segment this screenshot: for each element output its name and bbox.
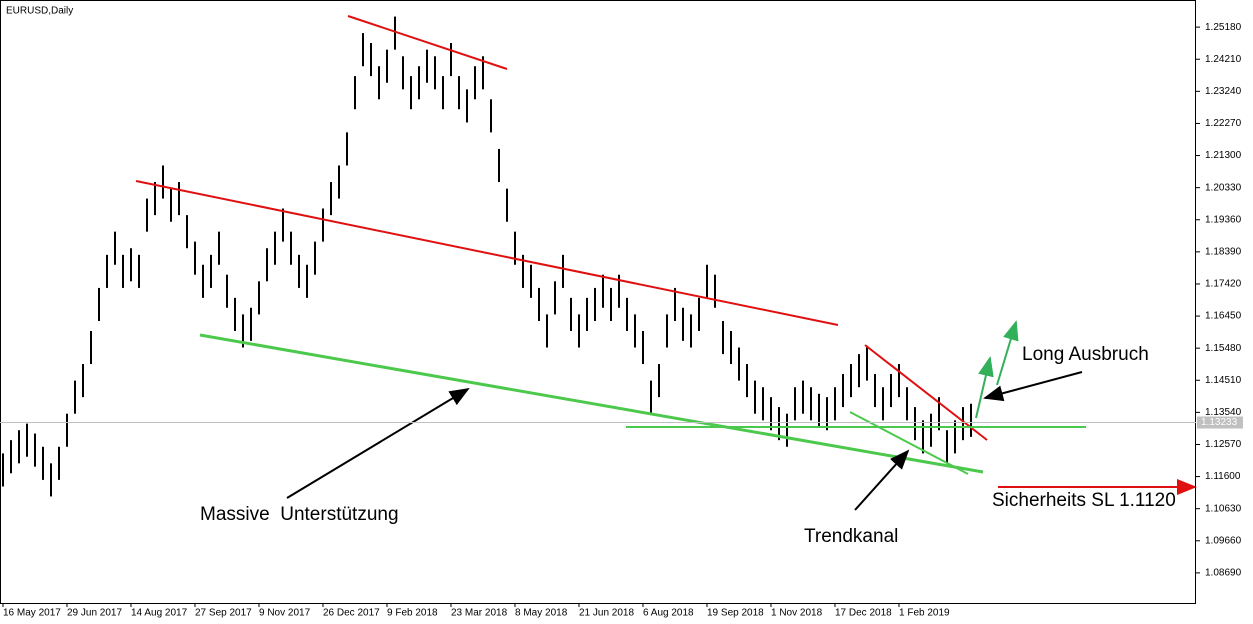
y-tick-label: 1.18390 [1205, 246, 1242, 257]
y-tick-label: 1.08690 [1205, 568, 1242, 579]
y-tick-label: 1.20330 [1205, 182, 1242, 193]
y-tick-label: 1.21300 [1205, 150, 1242, 161]
x-tick-label: 9 Feb 2018 [387, 608, 438, 619]
x-tick-label: 9 Nov 2017 [259, 608, 311, 619]
plot-frame [0, 0, 1196, 604]
x-tick-label: 8 May 2018 [515, 608, 568, 619]
x-tick-label: 26 Dec 2017 [323, 608, 380, 619]
x-tick-label: 21 Jun 2018 [579, 608, 634, 619]
current-price-box [1197, 416, 1243, 429]
x-tick-label: 1 Nov 2018 [771, 608, 823, 619]
x-tick-label: 1 Feb 2019 [899, 608, 950, 619]
annotation: Trendkanal [804, 526, 898, 547]
y-tick-label: 1.24210 [1205, 54, 1242, 65]
chart-title: EURUSD,Daily [6, 6, 73, 17]
x-tick-label: 27 Sep 2017 [195, 608, 252, 619]
y-tick-label: 1.10630 [1205, 503, 1242, 514]
x-tick-label: 16 May 2017 [3, 608, 61, 619]
y-tick-label: 1.12570 [1205, 439, 1242, 450]
y-tick-label: 1.19360 [1205, 214, 1242, 225]
y-tick-label: 1.09660 [1205, 535, 1242, 546]
y-tick-label: 1.14510 [1205, 375, 1242, 386]
x-tick-label: 29 Jun 2017 [67, 608, 122, 619]
y-tick-label: 1.22270 [1205, 118, 1242, 129]
trend-lines [135, 15, 1197, 511]
x-tick-label: 23 Mar 2018 [451, 608, 508, 619]
x-tick-label: 6 Aug 2018 [643, 608, 694, 619]
current-price-label: 1.13233 [1201, 417, 1238, 428]
y-tick-label: 1.17420 [1205, 279, 1242, 290]
annotation: Sicherheits SL 1.1120 [992, 490, 1176, 511]
y-tick-label: 1.15480 [1205, 343, 1242, 354]
y-tick-label: 1.25180 [1205, 22, 1242, 33]
y-tick-label: 1.23240 [1205, 86, 1242, 97]
y-tick-label: 1.16450 [1205, 311, 1242, 322]
annotation: Massive Unterstützung [200, 504, 399, 525]
y-tick-label: 1.13540 [1205, 407, 1242, 418]
x-tick-label: 14 Aug 2017 [131, 608, 188, 619]
x-tick-label: 19 Sep 2018 [707, 608, 764, 619]
x-tick-label: 17 Dec 2018 [835, 608, 892, 619]
annotation: Long Ausbruch [1022, 344, 1149, 365]
y-tick-label: 1.11600 [1205, 471, 1241, 482]
